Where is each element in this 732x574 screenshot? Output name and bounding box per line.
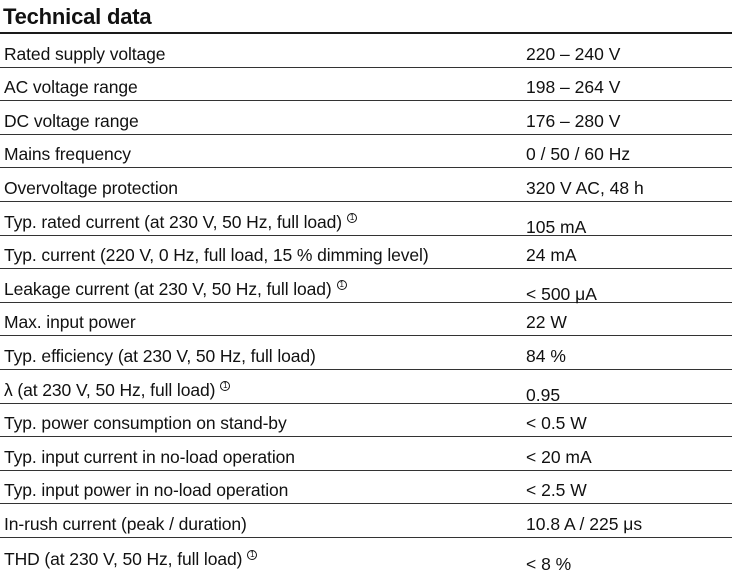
table-row: Typ. efficiency (at 230 V, 50 Hz, full l…: [0, 336, 732, 370]
parameter-value: 220 – 240 V: [526, 43, 621, 64]
parameter-label: Typ. rated current (at 230 V, 50 Hz, ful…: [4, 211, 358, 232]
table-row: Max. input power 22 W: [0, 303, 732, 337]
parameter-value: < 20 mA: [526, 446, 592, 467]
table-row: In-rush current (peak / duration) 10.8 A…: [0, 504, 732, 538]
parameter-label: THD (at 230 V, 50 Hz, full load) 1: [4, 548, 258, 569]
table-row: Typ. input power in no-load operation < …: [0, 471, 732, 505]
parameter-label: Typ. current (220 V, 0 Hz, full load, 15…: [4, 245, 429, 266]
parameter-label: Rated supply voltage: [4, 43, 166, 64]
parameter-value: 105 mA: [526, 216, 587, 237]
parameter-value: 176 – 280 V: [526, 110, 621, 131]
parameter-label: Leakage current (at 230 V, 50 Hz, full l…: [4, 279, 347, 299]
table-row: Mains frequency 0 / 50 / 60 Hz: [0, 135, 732, 169]
parameter-label: Max. input power: [4, 312, 136, 333]
table-row: Typ. power consumption on stand-by < 0.5…: [0, 404, 732, 438]
parameter-label: Typ. power consumption on stand-by: [4, 413, 287, 434]
parameter-label-text: Typ. rated current (at 230 V, 50 Hz, ful…: [4, 211, 343, 232]
parameter-value: 198 – 264 V: [526, 77, 621, 98]
parameter-value: 84 %: [526, 345, 566, 366]
title-underline: [0, 32, 732, 34]
parameter-value: < 500 μA: [526, 283, 597, 304]
parameter-value: 0.95: [526, 384, 561, 405]
parameter-label: In-rush current (peak / duration): [4, 513, 247, 534]
parameter-label: DC voltage range: [4, 110, 139, 131]
table-row: AC voltage range 198 – 264 V: [0, 68, 732, 102]
table-row: THD (at 230 V, 50 Hz, full load) 1 < 8 %: [0, 538, 732, 574]
parameter-label: Overvoltage protection: [4, 177, 178, 198]
parameter-label-text: Leakage current (at 230 V, 50 Hz, full l…: [4, 278, 332, 299]
parameter-value: 22 W: [526, 312, 567, 333]
parameter-label-text: λ (at 230 V, 50 Hz, full load): [4, 379, 216, 400]
footnote-icon: 1: [336, 279, 347, 290]
parameter-label: AC voltage range: [4, 77, 138, 98]
parameter-value: < 2.5 W: [526, 480, 587, 501]
parameter-value: 0 / 50 / 60 Hz: [526, 144, 631, 165]
parameter-value: 24 mA: [526, 245, 577, 266]
parameter-value: < 8 %: [526, 553, 572, 574]
table-row: Rated supply voltage 220 – 240 V: [0, 34, 732, 68]
parameter-label: Mains frequency: [4, 144, 131, 165]
footnote-icon: 1: [347, 212, 358, 223]
parameter-label: Typ. efficiency (at 230 V, 50 Hz, full l…: [4, 345, 316, 366]
table-row: Typ. current (220 V, 0 Hz, full load, 15…: [0, 236, 732, 270]
parameter-label: Typ. input power in no-load operation: [4, 480, 289, 501]
parameter-label: λ (at 230 V, 50 Hz, full load) 1: [4, 379, 231, 400]
section-title: Technical data: [3, 4, 152, 29]
footnote-icon: 1: [220, 380, 231, 391]
table-row: λ (at 230 V, 50 Hz, full load) 1 0.95: [0, 370, 732, 405]
parameter-value: 320 V AC, 48 h: [526, 177, 644, 198]
parameter-value: 10.8 A / 225 μs: [526, 513, 643, 534]
footnote-icon: 1: [247, 549, 258, 560]
technical-data-table: Rated supply voltage 220 – 240 V AC volt…: [0, 34, 732, 574]
table-row: Typ. rated current (at 230 V, 50 Hz, ful…: [0, 202, 732, 237]
table-row: Typ. input current in no-load operation …: [0, 437, 732, 471]
parameter-value: < 0.5 W: [526, 413, 587, 434]
table-row: DC voltage range 176 – 280 V: [0, 101, 732, 135]
parameter-label: Typ. input current in no-load operation: [4, 446, 295, 467]
parameter-label-text: THD (at 230 V, 50 Hz, full load): [4, 548, 243, 569]
table-row: Overvoltage protection 320 V AC, 48 h: [0, 168, 732, 202]
table-row: Leakage current (at 230 V, 50 Hz, full l…: [0, 269, 732, 304]
